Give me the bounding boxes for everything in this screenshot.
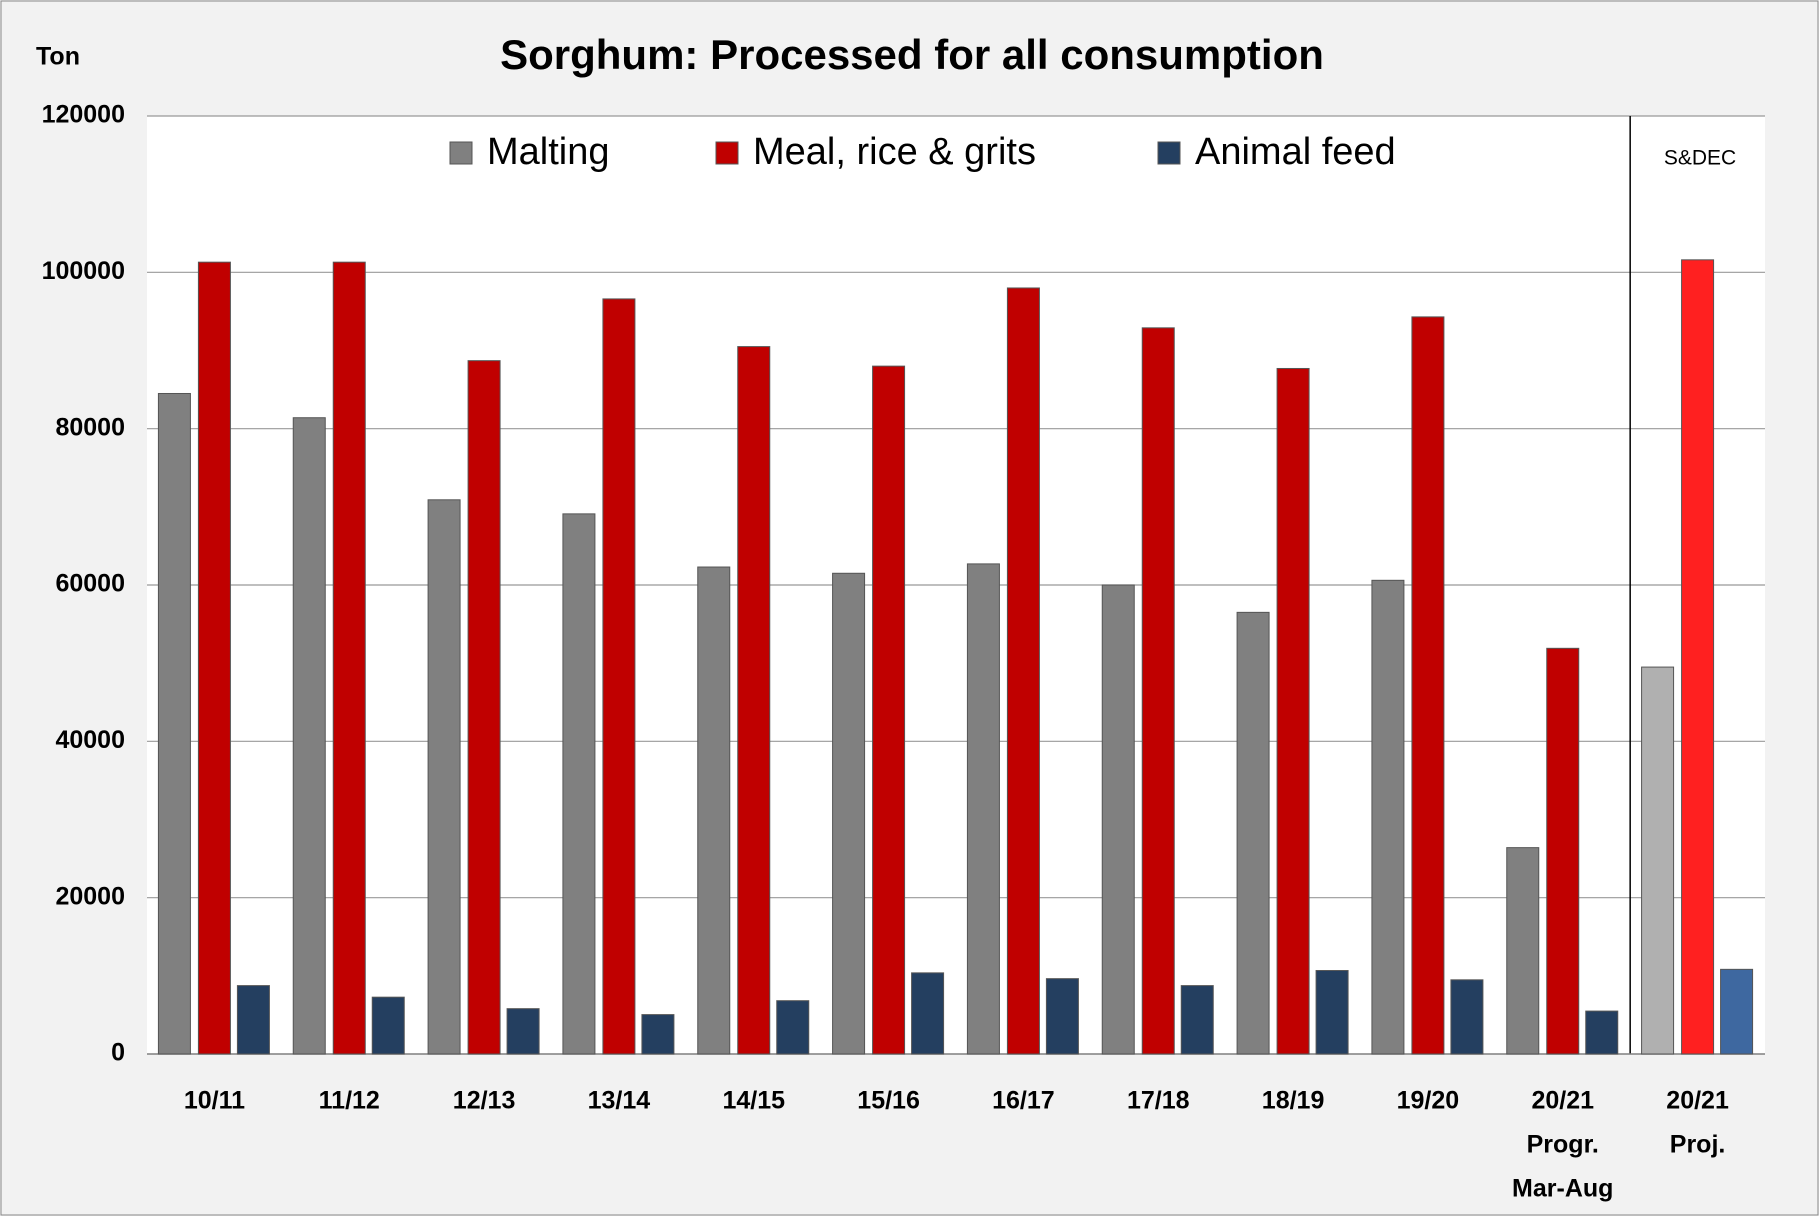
x-tick-label: Mar-Aug [1512, 1175, 1613, 1203]
y-tick-label: 100000 [42, 257, 125, 285]
bar [197, 261, 231, 1055]
bar [641, 1014, 675, 1055]
bar [1371, 579, 1405, 1055]
y-tick-label: 80000 [55, 413, 125, 441]
x-tick-label: 20/21 [1531, 1087, 1594, 1115]
chart-title: Sorghum: Processed for all consumption [500, 31, 1324, 78]
bar [1236, 611, 1270, 1055]
bar [1006, 287, 1040, 1055]
x-tick-label: 11/12 [319, 1087, 380, 1115]
bar [467, 360, 501, 1055]
bar [602, 298, 636, 1055]
annotation: S&DEC [1664, 147, 1736, 170]
bar [427, 499, 461, 1055]
legend-swatch [449, 141, 473, 165]
bar [371, 996, 405, 1055]
bar [697, 566, 731, 1055]
bar [1450, 979, 1484, 1055]
x-tick-label: 19/20 [1397, 1087, 1460, 1115]
legend-swatch [715, 141, 739, 165]
bar [832, 572, 866, 1055]
bar [1585, 1010, 1619, 1055]
bar [1045, 978, 1079, 1055]
bar [911, 972, 945, 1055]
bar [562, 513, 596, 1055]
y-tick-label: 120000 [42, 101, 125, 129]
bar [332, 261, 366, 1055]
x-tick-label: 10/11 [184, 1087, 245, 1115]
x-tick-label: 20/21 [1666, 1087, 1729, 1115]
bar [506, 1008, 540, 1055]
bar [1101, 584, 1135, 1055]
bar [1546, 647, 1580, 1055]
x-tick-label: 16/17 [992, 1087, 1055, 1115]
y-tick-label: 0 [111, 1039, 125, 1067]
legend-swatch [1157, 141, 1181, 165]
bar [157, 392, 191, 1055]
y-tick-label: 40000 [55, 726, 125, 754]
x-tick-label: 13/14 [588, 1087, 651, 1115]
bar [1411, 316, 1445, 1055]
bar [1141, 327, 1175, 1055]
bar [1180, 985, 1214, 1055]
legend-label: Animal feed [1195, 131, 1396, 173]
x-tick-label: 15/16 [857, 1087, 920, 1115]
bar [1315, 970, 1349, 1055]
x-tick-label: 14/15 [722, 1087, 785, 1115]
bar [776, 1000, 810, 1055]
x-tick-label: Progr. [1527, 1131, 1599, 1159]
bar [872, 365, 906, 1055]
x-tick-label: 17/18 [1127, 1087, 1190, 1115]
bar [292, 417, 326, 1055]
bar [1276, 367, 1310, 1055]
y-tick-label: 20000 [55, 882, 125, 910]
y-axis-label: Ton [36, 43, 80, 71]
bar [1720, 968, 1754, 1055]
bar [966, 563, 1000, 1055]
bar [1506, 847, 1540, 1055]
x-tick-label: Proj. [1670, 1131, 1726, 1159]
bar [1681, 259, 1715, 1055]
legend-label: Meal, rice & grits [753, 131, 1036, 173]
bar [1641, 666, 1675, 1055]
x-tick-label: 12/13 [453, 1087, 516, 1115]
bar [737, 346, 771, 1055]
x-tick-label: 18/19 [1262, 1087, 1325, 1115]
y-tick-label: 60000 [55, 570, 125, 598]
legend-label: Malting [487, 131, 610, 173]
bar [236, 985, 270, 1055]
